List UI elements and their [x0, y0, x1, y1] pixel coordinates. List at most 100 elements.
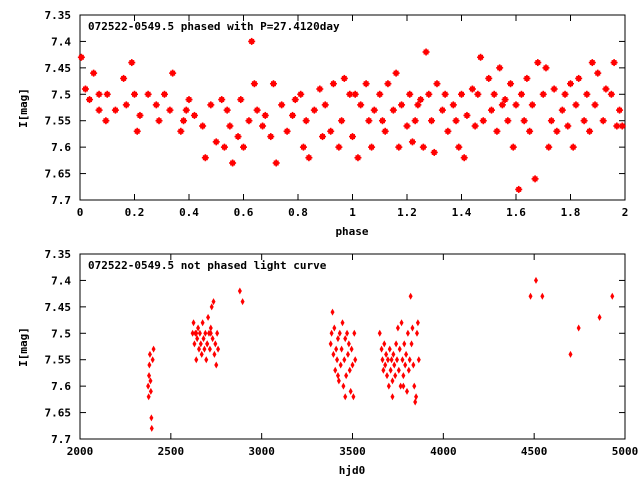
unphased-data-point [391, 350, 396, 358]
phased-data-point [111, 106, 119, 114]
unphased-data-point [394, 340, 399, 348]
phased-data-point [539, 90, 547, 98]
unphased-data-point [150, 356, 155, 364]
unphased-data-point [208, 329, 213, 337]
unphased-data-point [384, 350, 389, 358]
unphased-data-point [194, 356, 199, 364]
unphased-x-axis-label: hjd0 [339, 464, 366, 477]
unphased-data-point [610, 292, 615, 300]
phased-data-point [430, 148, 438, 156]
unphased-data-point [346, 340, 351, 348]
phased-data-point [509, 143, 517, 151]
phased-data-point [95, 106, 103, 114]
phased-y-tick-label: 7.65 [45, 168, 72, 181]
phased-data-point [166, 106, 174, 114]
phased-data-point [553, 127, 561, 135]
unphased-data-point [405, 329, 410, 337]
unphased-data-point [398, 382, 403, 390]
unphased-data-point [380, 356, 385, 364]
phased-data-point [477, 53, 485, 61]
unphased-data-point [389, 356, 394, 364]
unphased-plot-title: 072522-0549.5 not phased light curve [88, 259, 327, 272]
phased-y-tick-label: 7.5 [51, 88, 71, 101]
unphased-data-point [411, 361, 416, 369]
unphased-data-point [212, 350, 217, 358]
phased-data-point [419, 143, 427, 151]
phased-data-point [128, 59, 136, 67]
phased-data-point [507, 80, 515, 88]
phased-data-point [526, 127, 534, 135]
phased-y-tick-label: 7.35 [45, 9, 72, 22]
phased-data-point [422, 48, 430, 56]
unphased-data-point [335, 372, 340, 380]
phased-data-point [102, 117, 110, 125]
phased-x-tick-label: 0.6 [234, 206, 254, 219]
phased-data-point [278, 101, 286, 109]
phased-data-point [591, 101, 599, 109]
phased-y-tick-label: 7.55 [45, 115, 72, 128]
phased-data-point [327, 127, 335, 135]
unphased-data-point [148, 387, 153, 395]
phased-data-point [365, 117, 373, 125]
unphased-data-point [207, 345, 212, 353]
unphased-data-point [195, 335, 200, 343]
unphased-x-tick-label: 3500 [339, 445, 366, 458]
phased-data-point [444, 127, 452, 135]
phased-data-point [155, 117, 163, 125]
unphased-x-tick-label: 2500 [158, 445, 185, 458]
unphased-data-point [568, 350, 573, 358]
phased-data-point [261, 111, 269, 119]
unphased-data-point [350, 361, 355, 369]
unphased-y-tick-label: 7.45 [45, 301, 72, 314]
unphased-data-point [335, 335, 340, 343]
phased-x-tick-label: 0 [77, 206, 84, 219]
unphased-data-point [416, 356, 421, 364]
phased-data-point [144, 90, 152, 98]
phased-data-point [458, 90, 465, 98]
unphased-y-tick-label: 7.55 [45, 354, 72, 367]
phased-data-point [406, 90, 414, 98]
phased-data-point [515, 185, 523, 193]
phased-data-point [618, 122, 626, 130]
unphased-data-point [340, 319, 345, 327]
unphased-data-point [399, 319, 404, 327]
unphased-data-point [342, 356, 347, 364]
phased-x-tick-label: 1 [349, 206, 356, 219]
unphased-data-point [196, 345, 201, 353]
unphased-data-point [205, 340, 210, 348]
unphased-data-point [329, 329, 334, 337]
phased-data-point [583, 90, 591, 98]
phased-plot-title: 072522-0549.5 phased with P=27.4120day [88, 20, 340, 33]
phased-data-point [569, 143, 577, 151]
phased-data-point [455, 143, 463, 151]
phased-data-point [103, 90, 111, 98]
unphased-data-point [335, 356, 340, 364]
unphased-data-point [348, 387, 353, 395]
phased-data-point [493, 127, 501, 135]
phased-data-point [588, 59, 596, 67]
phased-x-tick-label: 1.8 [561, 206, 581, 219]
unphased-y-axis-label: I[mag] [17, 327, 30, 367]
phased-x-tick-label: 1.6 [506, 206, 526, 219]
phased-data-point [398, 101, 406, 109]
phased-data-point [220, 143, 228, 151]
unphased-data-point [540, 292, 545, 300]
phased-data-point [523, 74, 531, 82]
unphased-data-point [397, 345, 402, 353]
unphased-data-point [213, 340, 218, 348]
phased-data-point [474, 90, 482, 98]
phased-y-tick-label: 7.7 [51, 194, 71, 207]
phased-data-point [411, 117, 419, 125]
phased-data-point [177, 127, 185, 135]
phased-data-point [376, 90, 384, 98]
unphased-data-point [151, 345, 156, 353]
phased-data-point [302, 117, 310, 125]
unphased-data-point [331, 350, 336, 358]
phased-data-point [425, 90, 433, 98]
unphased-data-point [347, 366, 352, 374]
unphased-data-point [210, 335, 215, 343]
unphased-data-point [353, 356, 358, 364]
unphased-data-point [415, 319, 420, 327]
unphased-y-tick-label: 7.65 [45, 407, 72, 420]
phased-data-point [226, 122, 234, 130]
